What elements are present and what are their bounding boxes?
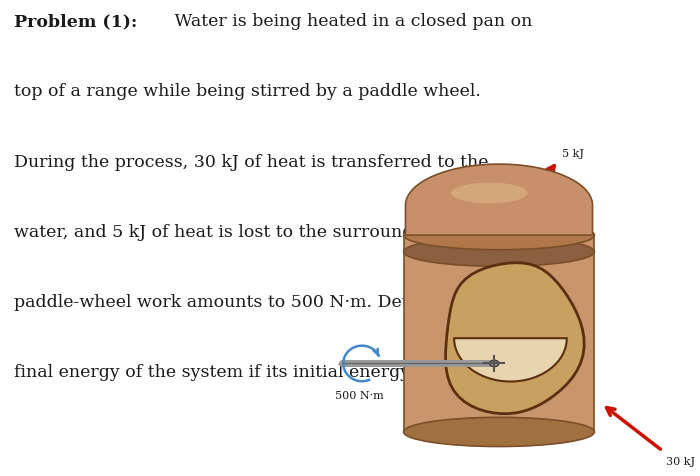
Text: 500 N·m: 500 N·m bbox=[335, 390, 384, 400]
Polygon shape bbox=[404, 252, 594, 432]
Polygon shape bbox=[404, 236, 594, 252]
Text: Problem (1):: Problem (1): bbox=[14, 13, 137, 30]
Ellipse shape bbox=[452, 183, 528, 204]
Text: 5 kJ: 5 kJ bbox=[561, 149, 584, 159]
Ellipse shape bbox=[404, 221, 594, 250]
Ellipse shape bbox=[404, 417, 594, 446]
Text: top of a range while being stirred by a paddle wheel.: top of a range while being stirred by a … bbox=[14, 83, 480, 100]
Ellipse shape bbox=[404, 238, 594, 267]
Text: final energy of the system if its initial energy is 10 kJ.: final energy of the system if its initia… bbox=[14, 363, 484, 380]
Text: 30 kJ: 30 kJ bbox=[666, 456, 695, 466]
Text: paddle-wheel work amounts to 500 N·m. Determine the: paddle-wheel work amounts to 500 N·m. De… bbox=[14, 293, 504, 310]
Polygon shape bbox=[454, 338, 567, 382]
Polygon shape bbox=[446, 263, 584, 414]
Text: Water is being heated in a closed pan on: Water is being heated in a closed pan on bbox=[169, 13, 532, 30]
Polygon shape bbox=[405, 165, 592, 236]
Text: water, and 5 kJ of heat is lost to the surrounding air. The: water, and 5 kJ of heat is lost to the s… bbox=[14, 223, 513, 240]
Text: During the process, 30 kJ of heat is transferred to the: During the process, 30 kJ of heat is tra… bbox=[14, 153, 488, 170]
Circle shape bbox=[489, 360, 499, 367]
